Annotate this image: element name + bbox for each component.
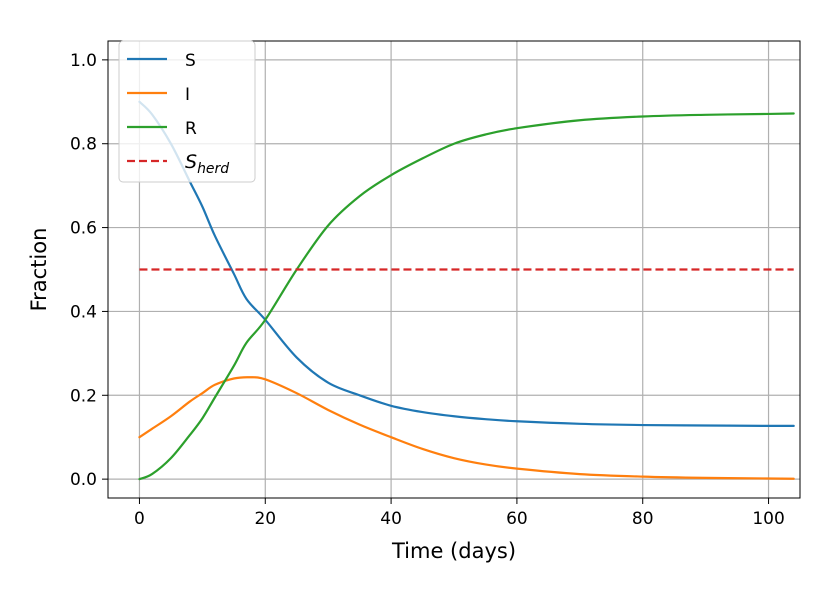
x-tick-label: 20 [254, 509, 276, 529]
plot-frame [107, 40, 801, 499]
legend-label: S [185, 51, 196, 71]
y-tick-label: 0.0 [70, 470, 97, 490]
y-tick-label: 0.6 [70, 219, 97, 239]
legend-label: Sherd [185, 151, 229, 177]
y-tick-label: 0.2 [70, 386, 97, 406]
x-tick-label: 0 [134, 509, 145, 529]
series-line-i [138, 376, 795, 480]
x-tick-label: 40 [380, 509, 402, 529]
x-tick-label: 100 [752, 509, 784, 529]
series-layer [138, 100, 795, 481]
legend-label: I [185, 85, 190, 105]
legend-label-subscript: herd [197, 161, 229, 177]
legend-label-main: S [185, 151, 197, 173]
x-tick-label: 60 [506, 509, 528, 529]
x-axis-label: Time (days) [391, 539, 516, 563]
x-tick-label: 80 [632, 509, 654, 529]
y-tick-label: 0.8 [70, 135, 97, 155]
y-tick-label: 0.4 [70, 302, 97, 322]
series-line-r [138, 112, 795, 481]
series-line-s [138, 100, 795, 428]
legend-label: R [185, 119, 197, 139]
axis-ticks: 0 20 40 60 80 100 0.0 0.2 0.4 0.6 0.8 1.0 [70, 51, 785, 529]
y-tick-label: 1.0 [70, 51, 97, 71]
legend-box [118, 40, 256, 183]
y-axis-label: Fraction [27, 228, 51, 312]
